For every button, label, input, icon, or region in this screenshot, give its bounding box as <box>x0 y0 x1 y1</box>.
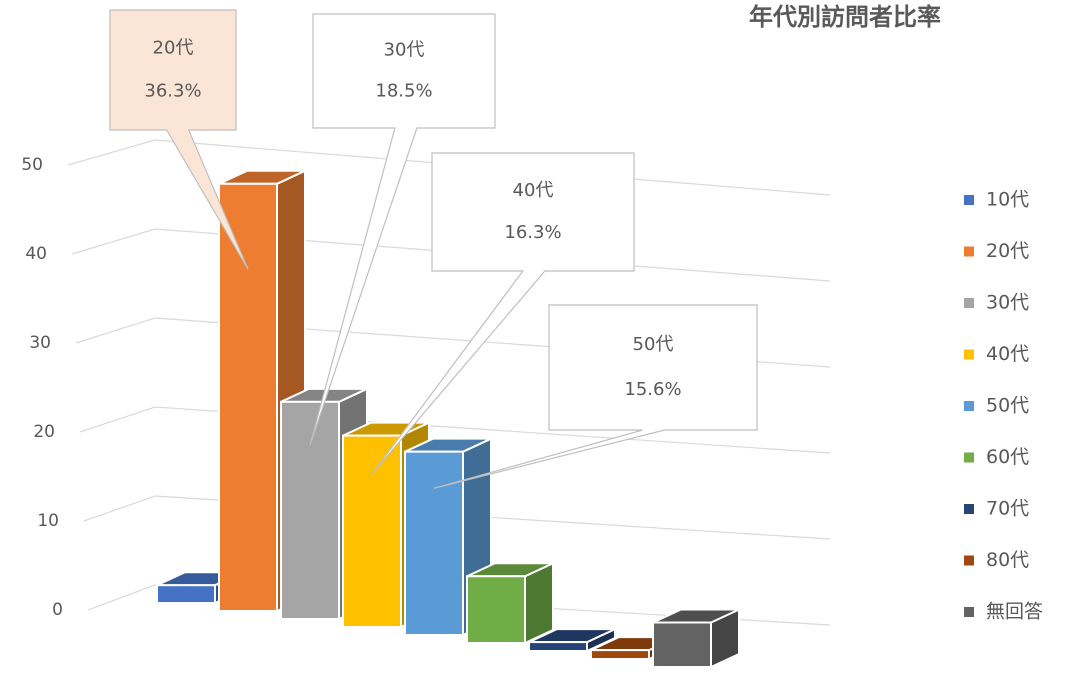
y-tick-label: 0 <box>52 600 63 620</box>
legend-label: 70代 <box>986 498 1029 520</box>
callout: 30代 18.5% <box>309 13 496 446</box>
callout: 50代 15.6% <box>433 304 758 489</box>
grid-line <box>79 406 831 454</box>
callout: 20代 36.3% <box>109 9 249 270</box>
y-tick-label: 50 <box>21 155 43 175</box>
bar-front <box>156 584 216 605</box>
bar <box>404 437 492 637</box>
legend-swatch <box>964 246 974 257</box>
callout-label: 16.3% <box>504 222 561 243</box>
bar-front <box>404 450 464 636</box>
callout: 40代 16.3% <box>371 152 635 475</box>
y-tick-label: 30 <box>29 333 51 353</box>
y-tick-label: 40 <box>25 244 47 264</box>
callout-label: 36.3% <box>144 81 201 102</box>
bar-front <box>218 182 278 613</box>
callout-category: 30代 <box>384 39 425 60</box>
legend-label: 60代 <box>986 446 1029 468</box>
legend-swatch <box>964 607 974 617</box>
bar-front <box>280 400 340 620</box>
callout-label: 15.6% <box>624 379 681 400</box>
bar-front <box>528 641 588 652</box>
callout-category: 20代 <box>153 37 194 58</box>
callout-category: 50代 <box>633 334 674 355</box>
legend-swatch <box>964 298 974 308</box>
legend-swatch <box>964 555 974 566</box>
bar-front <box>466 575 526 644</box>
callout-category: 40代 <box>513 180 554 201</box>
bar <box>466 561 554 645</box>
bar <box>652 607 740 669</box>
legend-swatch <box>964 401 974 411</box>
legend-label: 20代 <box>986 240 1029 262</box>
legend-label: 30代 <box>986 292 1029 314</box>
callout-box <box>309 13 496 446</box>
bar-front <box>342 434 402 628</box>
grid-line <box>83 495 831 540</box>
bar <box>528 627 616 653</box>
legend-label: 50代 <box>986 395 1029 417</box>
legend-label: 40代 <box>986 343 1029 365</box>
chart-title: 年代別訪問者比率 <box>749 3 941 31</box>
legend-swatch <box>964 504 974 514</box>
legend-swatch <box>964 349 974 360</box>
grid-line <box>87 584 831 626</box>
legend-label: 10代 <box>986 189 1029 211</box>
bar-front <box>590 649 650 660</box>
y-tick-label: 10 <box>37 511 59 531</box>
legend-label: 無回答 <box>986 601 1043 623</box>
legend-label: 80代 <box>986 549 1029 571</box>
legend-swatch <box>964 452 974 463</box>
bar-front <box>652 621 712 668</box>
callout-box <box>433 304 758 489</box>
callout-box <box>109 9 249 270</box>
legend-swatch <box>964 195 974 205</box>
callout-label: 18.5% <box>375 81 432 102</box>
callout-box <box>371 152 635 475</box>
y-tick-label: 20 <box>33 422 55 442</box>
